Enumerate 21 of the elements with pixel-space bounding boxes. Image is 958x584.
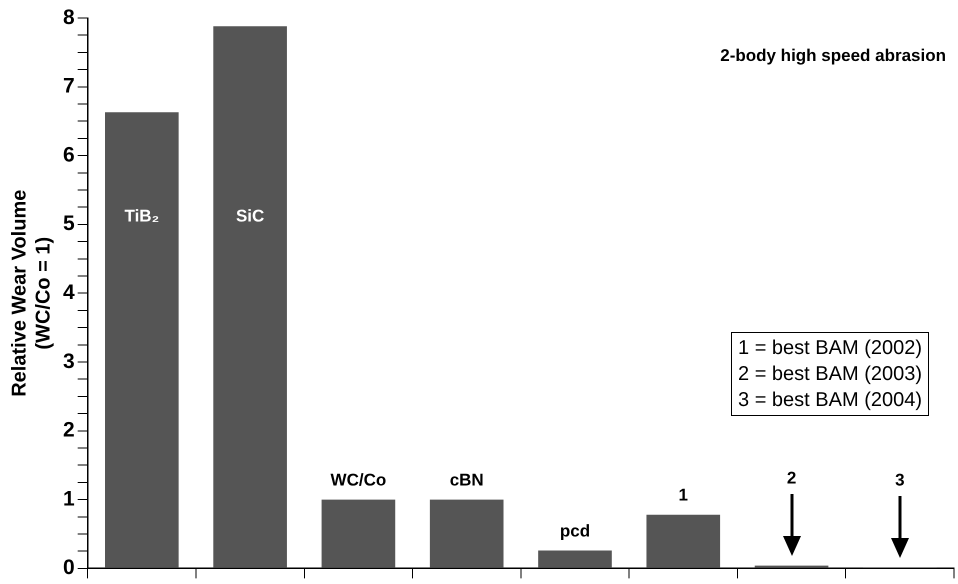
x-tick-label: cBN — [450, 470, 484, 490]
x-tick-label: TiB₂ — [124, 206, 160, 226]
y-tick-label: 0 — [62, 556, 75, 580]
y-tick-label: 3 — [62, 350, 75, 373]
y-tick-label: 8 — [62, 6, 75, 29]
y-tick-label: 5 — [62, 212, 75, 236]
y-tick-label: 2 — [62, 418, 75, 442]
y-tick-label: 7 — [62, 74, 75, 98]
x-tick-label: SiC — [236, 206, 264, 226]
annotation: 1 = best BAM (2002) — [738, 336, 922, 361]
annotation: 3 = best BAM (2004) — [738, 388, 922, 413]
y-tick-label: 1 — [62, 487, 75, 510]
annotation: 2 = best BAM (2003) — [738, 362, 922, 387]
x-tick-label: 2 — [786, 468, 796, 488]
x-tick-label: WC/Co — [330, 470, 386, 490]
x-tick-label: pcd — [560, 522, 590, 541]
y-tick-label: 4 — [62, 280, 75, 304]
x-tick-label: 3 — [895, 470, 905, 490]
y-axis-title: Relative Wear Volume (WC/Co = 1) — [8, 190, 55, 397]
text: 2-body high speed abrasion — [720, 46, 946, 66]
y-tick-label: 6 — [62, 143, 75, 166]
